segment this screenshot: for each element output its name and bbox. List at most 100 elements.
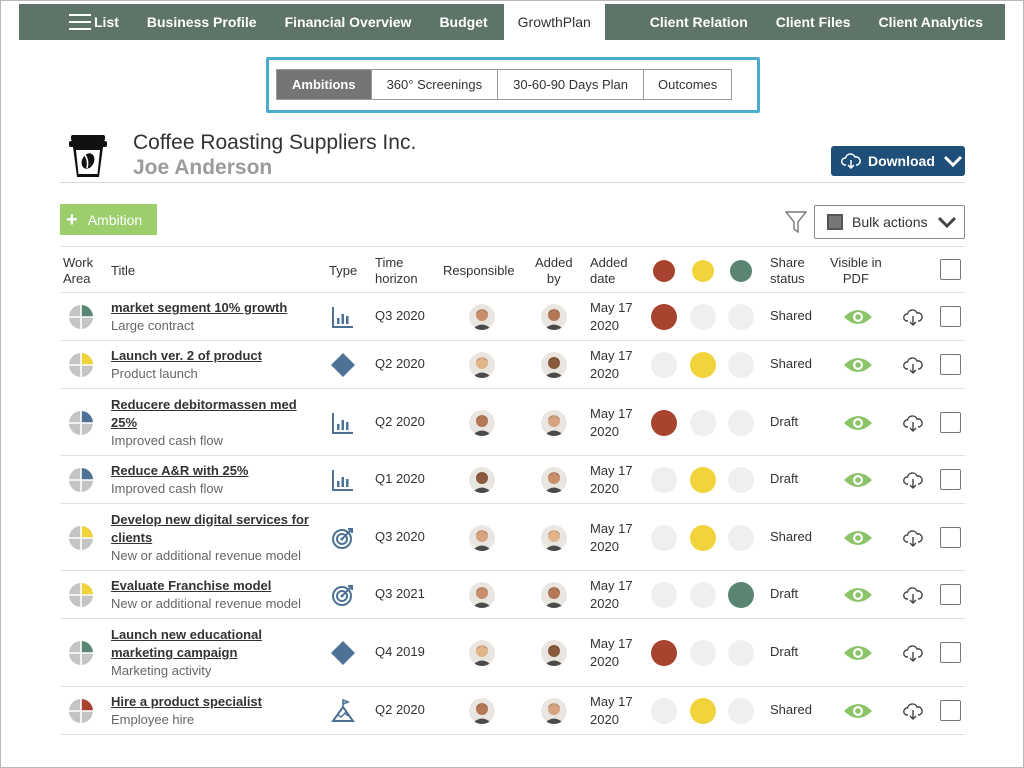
ambition-title-link[interactable]: Reducere debitormassen med	[111, 396, 297, 412]
cloud-download-icon[interactable]	[902, 308, 924, 326]
select-all-checkbox[interactable]	[940, 259, 961, 280]
row-checkbox[interactable]	[940, 411, 961, 433]
status-dot-red[interactable]	[651, 640, 677, 666]
added-by-avatar[interactable]	[541, 304, 567, 330]
responsible-avatar[interactable]	[469, 698, 495, 724]
added-by-avatar[interactable]	[541, 467, 567, 493]
status-dot-yellow[interactable]	[690, 352, 716, 378]
cloud-download-icon[interactable]	[902, 529, 924, 547]
eye-icon[interactable]	[843, 308, 873, 326]
status-dot-red[interactable]	[651, 698, 677, 724]
nav-budget[interactable]: Budget	[439, 14, 488, 30]
nav-financial-overview[interactable]: Financial Overview	[284, 14, 412, 30]
add-ambition-button[interactable]: + Ambition	[60, 204, 157, 235]
ambition-title-link[interactable]: Launch ver. 2 of product	[111, 348, 262, 363]
nav-client-analytics[interactable]: Client Analytics	[878, 14, 983, 30]
status-green-header[interactable]	[730, 260, 752, 282]
row-checkbox[interactable]	[940, 526, 961, 548]
col-added-date[interactable]: Added date	[590, 255, 628, 287]
status-dot-yellow[interactable]	[690, 582, 716, 608]
col-type[interactable]: Type	[329, 263, 358, 278]
status-dot-yellow[interactable]	[690, 524, 716, 551]
responsible-avatar[interactable]	[469, 640, 495, 666]
status-dot-green[interactable]	[728, 467, 754, 493]
row-checkbox[interactable]	[940, 306, 961, 327]
row-checkbox[interactable]	[940, 354, 961, 375]
ambition-title-link[interactable]: Evaluate Franchise model	[111, 578, 272, 593]
ambition-title-link[interactable]: 25%	[111, 414, 138, 430]
responsible-avatar[interactable]	[469, 304, 495, 330]
filter-icon[interactable]	[785, 210, 807, 234]
responsible-avatar[interactable]	[469, 524, 495, 551]
col-time-horizon[interactable]: Time horizon	[375, 255, 418, 287]
status-dot-red[interactable]	[651, 524, 677, 551]
status-dot-green[interactable]	[728, 582, 754, 608]
row-checkbox[interactable]	[940, 642, 961, 663]
nav-list[interactable]: List	[19, 4, 133, 40]
eye-icon[interactable]	[843, 702, 873, 720]
cloud-download-icon[interactable]	[902, 644, 924, 662]
col-added-by[interactable]: Added by	[535, 255, 573, 287]
status-dot-red[interactable]	[651, 304, 677, 330]
responsible-avatar[interactable]	[469, 467, 495, 493]
status-dot-red[interactable]	[651, 582, 677, 608]
eye-icon[interactable]	[843, 414, 873, 432]
ambition-title-link[interactable]: market segment 10% growth	[111, 300, 288, 315]
cloud-download-icon[interactable]	[902, 471, 924, 489]
status-dot-green[interactable]	[728, 698, 754, 724]
nav-client-files[interactable]: Client Files	[775, 14, 851, 30]
tab-360-screenings[interactable]: 360° Screenings	[371, 70, 499, 99]
eye-icon[interactable]	[843, 529, 873, 547]
responsible-avatar[interactable]	[469, 352, 495, 378]
nav-client-relation[interactable]: Client Relation	[649, 14, 748, 30]
added-by-avatar[interactable]	[541, 640, 567, 666]
nav-business-profile[interactable]: Business Profile	[146, 14, 257, 30]
eye-icon[interactable]	[843, 586, 873, 604]
eye-icon[interactable]	[843, 644, 873, 662]
status-dot-yellow[interactable]	[690, 467, 716, 493]
status-dot-green[interactable]	[728, 640, 754, 666]
added-by-avatar[interactable]	[541, 698, 567, 724]
nav-growthplan[interactable]: GrowthPlan	[503, 4, 605, 40]
status-dot-yellow[interactable]	[690, 304, 716, 330]
responsible-avatar[interactable]	[469, 582, 495, 608]
cloud-download-icon[interactable]	[902, 356, 924, 374]
ambition-title-link[interactable]: Hire a product specialist	[111, 694, 262, 709]
ambition-title-link[interactable]: Develop new digital services for	[111, 511, 309, 527]
status-dot-green[interactable]	[728, 304, 754, 330]
status-yellow-header[interactable]	[692, 260, 714, 282]
ambition-title-link[interactable]: marketing campaign	[111, 645, 238, 660]
responsible-avatar[interactable]	[469, 409, 495, 436]
col-visible-pdf[interactable]: Visible in PDF	[830, 255, 882, 287]
col-title[interactable]: Title	[111, 263, 136, 278]
status-dot-yellow[interactable]	[690, 409, 716, 436]
added-by-avatar[interactable]	[541, 409, 567, 436]
ambition-title-link[interactable]: Reduce A&R with 25%	[111, 463, 249, 478]
tab-30-60-90-plan[interactable]: 30-60-90 Days Plan	[498, 70, 645, 99]
added-by-avatar[interactable]	[541, 582, 567, 608]
status-dot-red[interactable]	[651, 409, 677, 436]
col-work-area[interactable]: Work Area	[63, 255, 93, 287]
tab-ambitions[interactable]: Ambitions	[277, 70, 372, 99]
status-dot-green[interactable]	[728, 409, 754, 436]
status-dot-green[interactable]	[728, 352, 754, 378]
row-checkbox[interactable]	[940, 584, 961, 605]
added-by-avatar[interactable]	[541, 524, 567, 551]
status-dot-green[interactable]	[728, 524, 754, 551]
cloud-download-icon[interactable]	[902, 702, 924, 720]
row-checkbox[interactable]	[940, 469, 961, 490]
status-red-header[interactable]	[653, 260, 675, 282]
col-responsible[interactable]: Responsible	[443, 263, 515, 278]
status-dot-red[interactable]	[651, 467, 677, 493]
cloud-download-icon[interactable]	[902, 414, 924, 432]
status-dot-yellow[interactable]	[690, 640, 716, 666]
cloud-download-icon[interactable]	[902, 586, 924, 604]
ambition-title-link[interactable]: clients	[111, 529, 153, 545]
bulk-actions-dropdown[interactable]: Bulk actions	[814, 205, 965, 239]
tab-outcomes[interactable]: Outcomes	[644, 70, 732, 99]
status-dot-red[interactable]	[651, 352, 677, 378]
col-share-status[interactable]: Share status	[770, 255, 805, 287]
eye-icon[interactable]	[843, 471, 873, 489]
status-dot-yellow[interactable]	[690, 698, 716, 724]
added-by-avatar[interactable]	[541, 352, 567, 378]
